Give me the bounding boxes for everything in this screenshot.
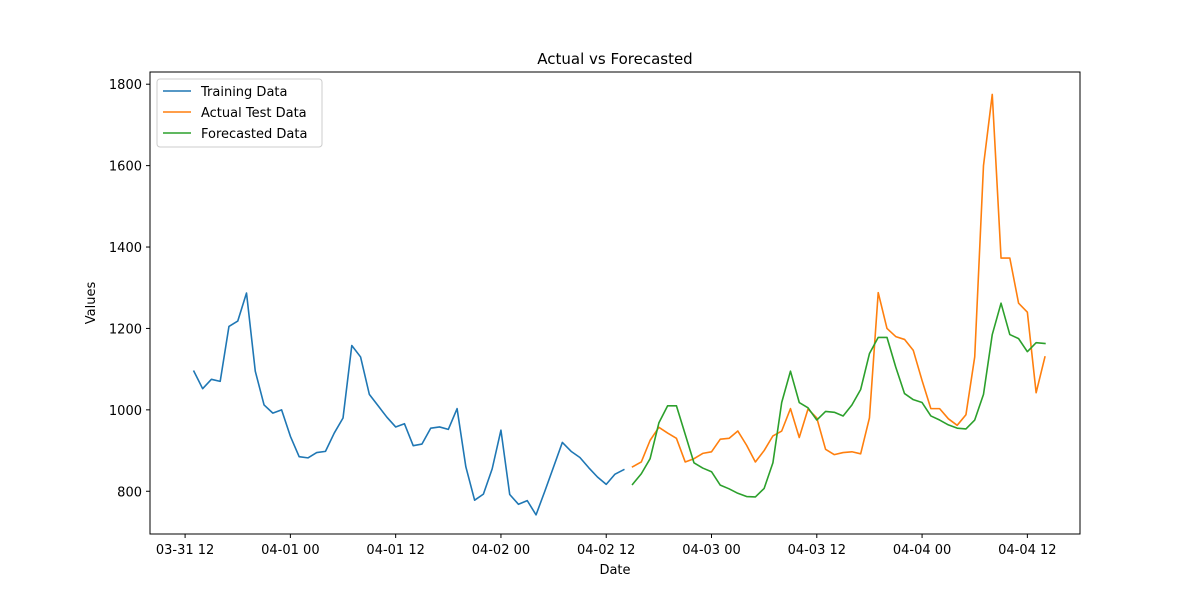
legend-label-3: Forecasted Data <box>201 127 307 142</box>
x-axis-label: Date <box>599 563 630 578</box>
x-tick-label-8: 04-04 00 <box>893 543 951 558</box>
x-tick-label-5: 04-02 12 <box>577 543 635 558</box>
y-tick-label-2: 1000 <box>109 404 142 419</box>
x-tick-label-1: 03-31 12 <box>156 543 214 558</box>
x-tick-label-3: 04-01 12 <box>366 543 424 558</box>
y-tick-label-3: 1200 <box>109 322 142 337</box>
chart-title: Actual vs Forecasted <box>537 50 692 68</box>
y-tick-label-6: 1800 <box>109 78 142 93</box>
x-tick-label-2: 04-01 00 <box>261 543 319 558</box>
series-line-2 <box>631 93 1046 468</box>
legend-label-2: Actual Test Data <box>201 106 307 121</box>
series-line-1 <box>192 292 625 516</box>
series-line-3 <box>631 302 1046 498</box>
x-tick-label-7: 04-03 12 <box>788 543 846 558</box>
x-tick-label-6: 04-03 00 <box>682 543 740 558</box>
series-layer <box>192 93 1046 516</box>
y-axis: 800 1000 1200 1400 1600 1800 <box>109 78 150 500</box>
x-axis: 03-31 12 04-01 00 04-01 12 04-02 00 04-02 12… <box>156 534 1057 558</box>
x-tick-label-4: 04-02 00 <box>472 543 530 558</box>
legend-box <box>156 78 323 148</box>
x-tick-label-9: 04-04 12 <box>998 543 1056 558</box>
legend: Training Data Actual Test Data Forecasted … <box>156 78 323 148</box>
y-tick-label-5: 1600 <box>109 160 142 175</box>
y-tick-label-1: 800 <box>117 485 142 500</box>
legend-label-1: Training Data <box>200 85 287 100</box>
y-tick-label-4: 1400 <box>109 241 142 256</box>
y-axis-label: Values <box>84 282 99 325</box>
plot-frame <box>149 71 1081 535</box>
